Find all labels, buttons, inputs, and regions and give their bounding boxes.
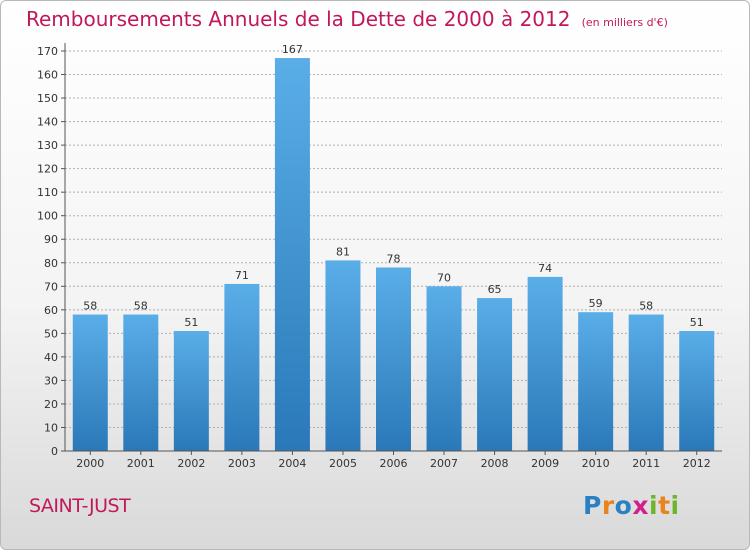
- value-label-2001: 58: [134, 300, 148, 313]
- y-tick-label: 120: [37, 163, 58, 176]
- x-tick-label: 2009: [531, 457, 559, 470]
- value-label-2003: 71: [235, 269, 249, 282]
- value-label-2004: 167: [282, 43, 303, 56]
- proxiti-logo: Proxiti: [583, 491, 680, 520]
- bar-2007: [426, 286, 462, 451]
- y-tick-label: 160: [37, 69, 58, 82]
- y-tick-label: 170: [37, 45, 58, 58]
- y-tick-label: 90: [44, 233, 58, 246]
- x-tick-label: 2003: [228, 457, 256, 470]
- y-tick-label: 20: [44, 398, 58, 411]
- y-tick-label: 60: [44, 304, 58, 317]
- x-tick-label: 2000: [76, 457, 104, 470]
- y-tick-label: 70: [44, 280, 58, 293]
- y-tick-label: 40: [44, 351, 58, 364]
- y-tick-label: 0: [51, 445, 58, 458]
- x-tick-label: 2007: [430, 457, 458, 470]
- bar-2011: [628, 314, 664, 451]
- y-tick-label: 100: [37, 210, 58, 223]
- bar-2010: [578, 312, 614, 451]
- x-tick-label: 2002: [177, 457, 205, 470]
- x-tick-label: 2011: [632, 457, 660, 470]
- bar-2001: [123, 314, 159, 451]
- x-tick-label: 2005: [329, 457, 357, 470]
- value-label-2002: 51: [184, 316, 198, 329]
- y-tick-label: 80: [44, 257, 58, 270]
- bar-2008: [477, 298, 513, 451]
- value-label-2011: 58: [639, 300, 653, 313]
- chart-title: Remboursements Annuels de la Dette de 20…: [26, 7, 668, 31]
- value-label-2012: 51: [690, 316, 704, 329]
- x-tick-label: 2001: [127, 457, 155, 470]
- bar-2002: [173, 331, 209, 451]
- x-tick-label: 2008: [481, 457, 509, 470]
- title-unit: (en milliers d'€): [581, 16, 668, 29]
- value-label-2006: 78: [387, 252, 401, 265]
- title-text: Remboursements Annuels de la Dette de 20…: [26, 7, 571, 31]
- bar-2006: [376, 267, 411, 451]
- bar-2004: [274, 58, 310, 451]
- value-label-2008: 65: [488, 283, 502, 296]
- value-label-2000: 58: [83, 300, 97, 313]
- bar-2009: [527, 276, 563, 451]
- y-tick-label: 150: [37, 92, 58, 105]
- y-tick-label: 130: [37, 139, 58, 152]
- bars: 58 58 51 71 167 81 78 70 65 74 59 58 51: [72, 43, 715, 451]
- axes: 0 10 20 30 40 50 60 70 80 90 100 110 120 130 140 150 160…: [37, 43, 722, 470]
- y-tick-label: 10: [44, 421, 58, 434]
- x-tick-label: 2012: [683, 457, 711, 470]
- y-tick-label: 30: [44, 374, 58, 387]
- bar-2005: [325, 260, 361, 451]
- x-tick-label: 2006: [380, 457, 408, 470]
- value-label-2007: 70: [437, 271, 451, 284]
- value-label-2009: 74: [538, 262, 552, 275]
- bar-2000: [72, 314, 108, 451]
- y-tick-label: 50: [44, 327, 58, 340]
- x-tick-label: 2004: [278, 457, 306, 470]
- bar-2012: [679, 331, 715, 451]
- commune-name: SAINT-JUST: [29, 495, 131, 517]
- value-label-2010: 59: [589, 297, 603, 310]
- x-tick-label: 2010: [582, 457, 610, 470]
- value-label-2005: 81: [336, 245, 350, 258]
- y-tick-label: 140: [37, 116, 58, 129]
- y-tick-label: 110: [37, 186, 58, 199]
- bar-2003: [224, 283, 260, 451]
